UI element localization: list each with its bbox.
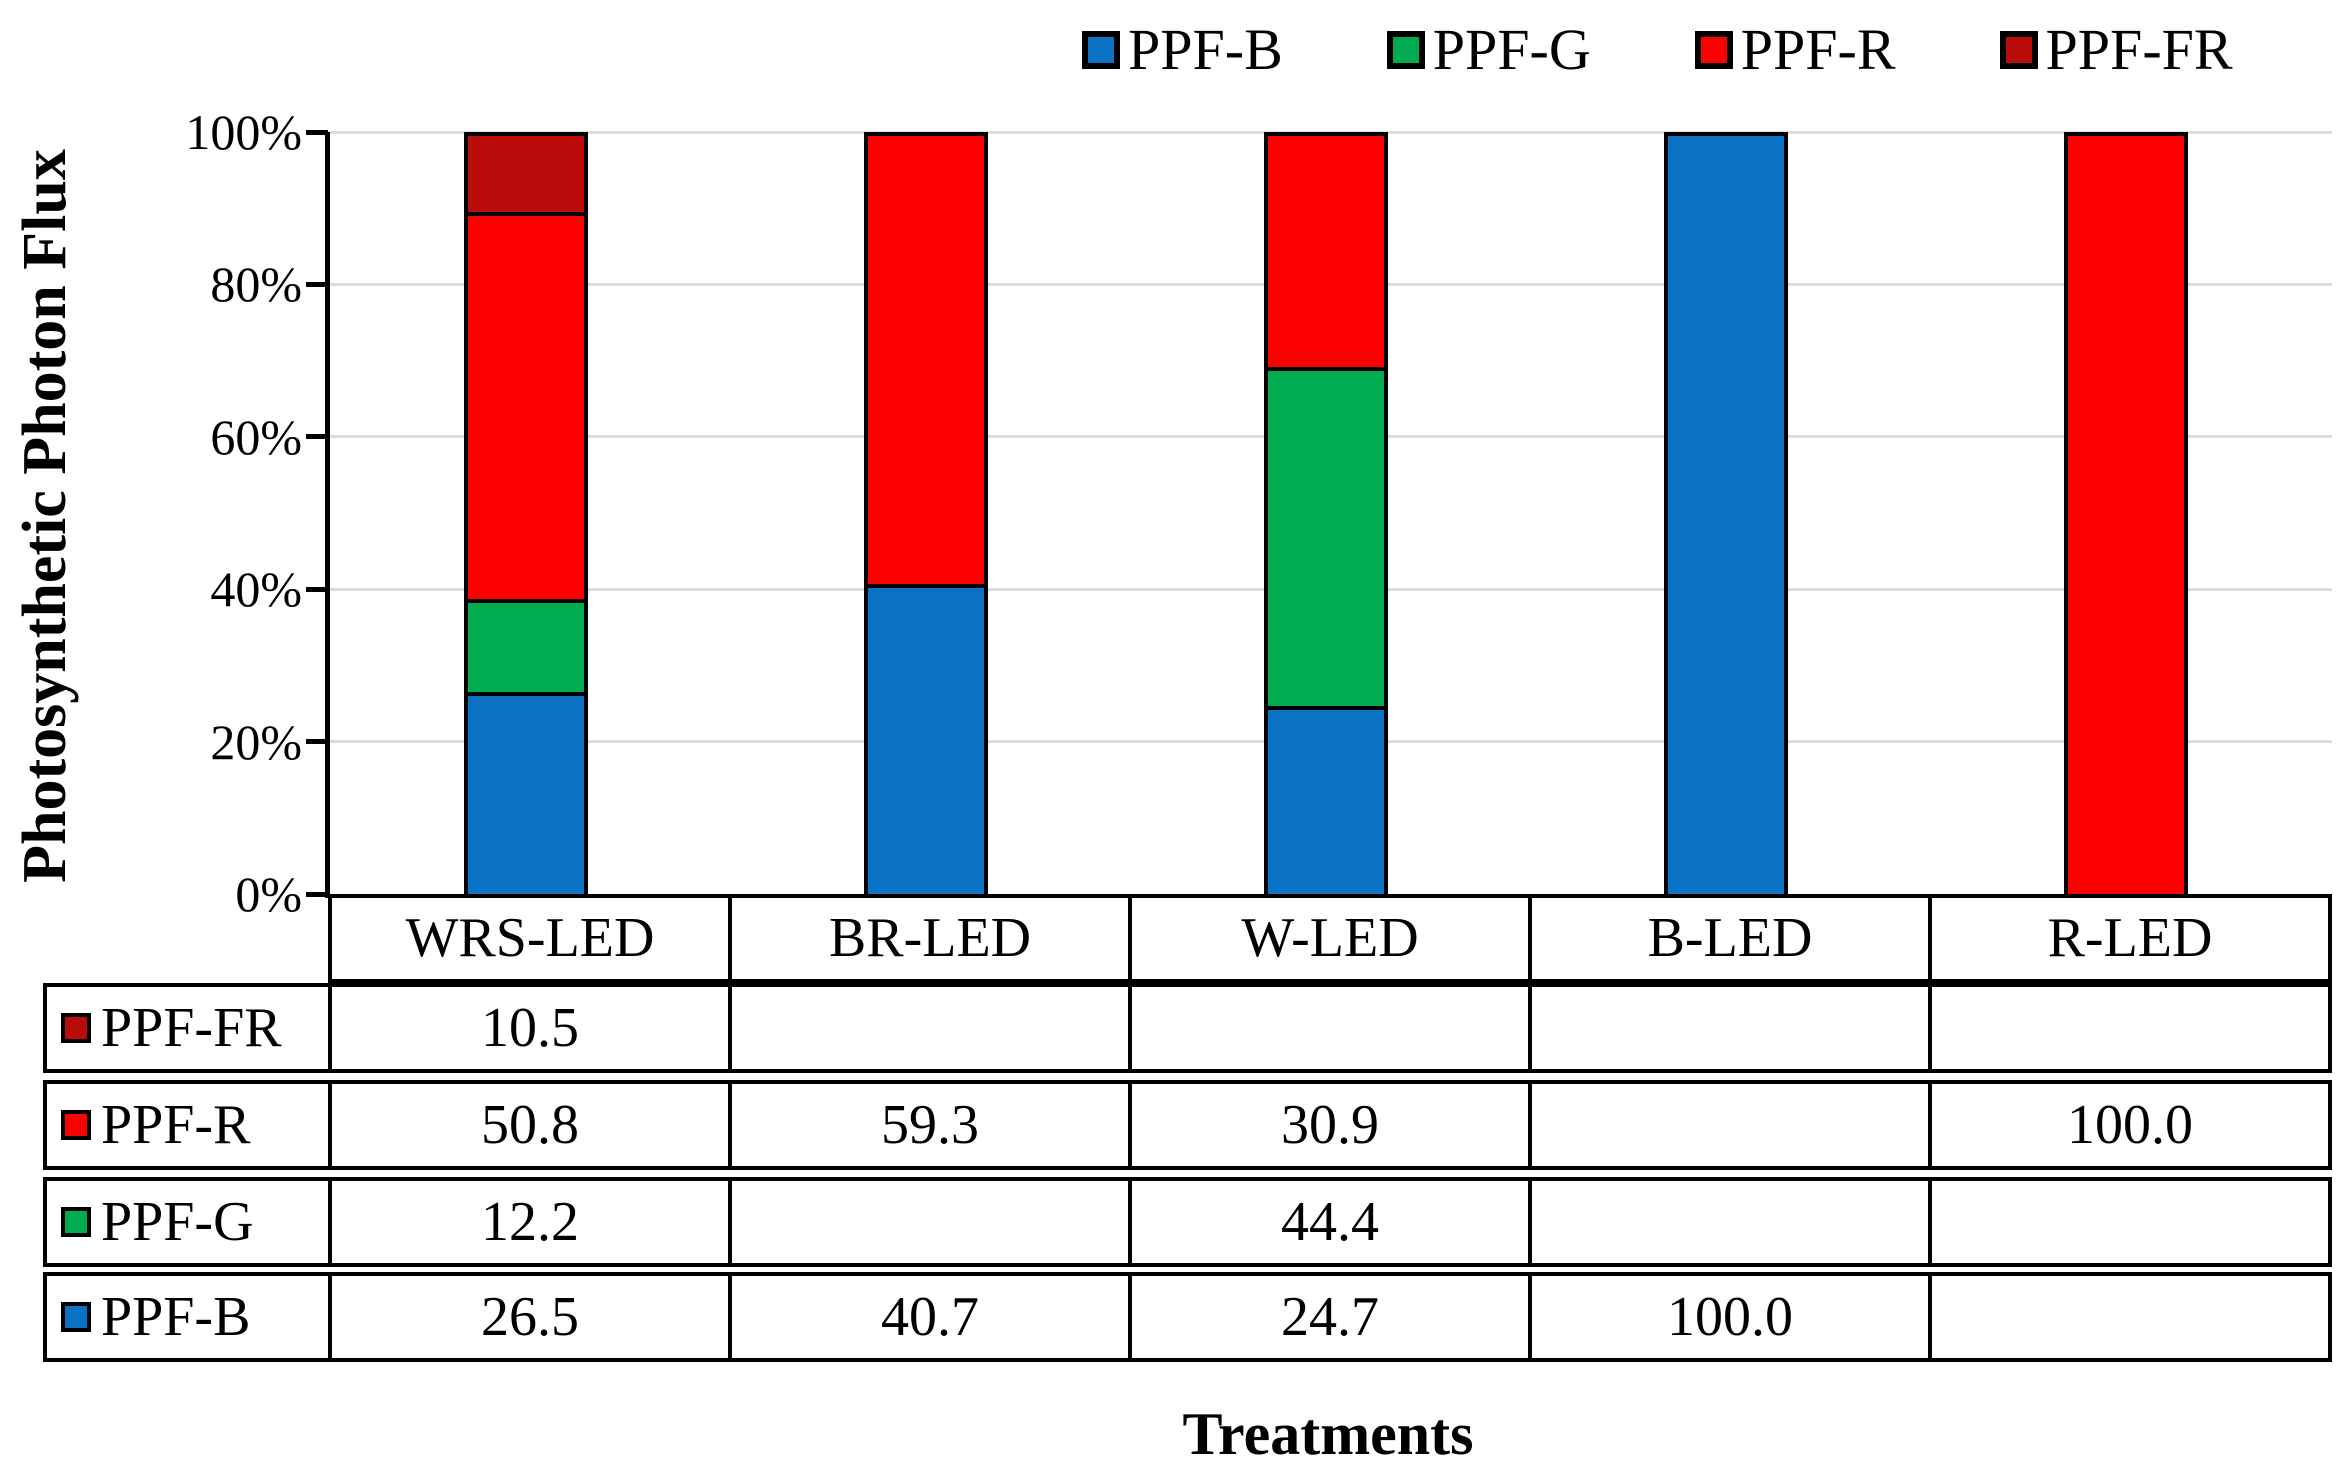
legend-key-ppf-fr-icon xyxy=(61,1013,91,1043)
table-value-cell xyxy=(1128,983,1532,1073)
legend-item-ppf-b: PPF-B xyxy=(1082,18,1283,82)
table-value-cell xyxy=(1928,1272,2332,1362)
table-value-cell: 44.4 xyxy=(1128,1177,1532,1267)
y-axis-tick-label: 100% xyxy=(185,104,302,160)
y-axis-title: Photosynthetic Photon Flux xyxy=(11,149,79,883)
table-value-cell xyxy=(1928,1177,2332,1267)
legend-item-ppf-r: PPF-R xyxy=(1694,17,1896,82)
y-axis-tick xyxy=(306,586,328,592)
bar-segment-ppf-fr-wrs-led xyxy=(464,132,588,216)
y-axis-tick-label: 40% xyxy=(210,561,302,618)
bar-segment-ppf-r-wrs-led xyxy=(464,212,588,604)
y-axis-tick xyxy=(306,129,328,135)
bar-segment-ppf-b-wrs-led xyxy=(464,692,588,898)
table-value-cell xyxy=(1528,983,1932,1073)
bar-segment-ppf-b-w-led xyxy=(1264,705,1388,898)
table-value-cell: 40.7 xyxy=(728,1272,1132,1362)
table-row: PPF-R 50.8 59.3 30.9 100.0 xyxy=(43,1080,2332,1170)
table-header-cell: R-LED xyxy=(1928,894,2332,983)
y-axis-tick-label: 0% xyxy=(235,866,302,922)
y-axis-tick-label: 20% xyxy=(210,713,302,770)
y-axis-tick xyxy=(306,434,328,440)
legend-label: PPF-G xyxy=(1432,17,1591,82)
table-value-cell: 100.0 xyxy=(1928,1080,2332,1170)
table-row: PPF-FR 10.5 xyxy=(43,983,2332,1073)
table-value-cell: 59.3 xyxy=(728,1080,1132,1170)
x-axis-title: Treatments xyxy=(1182,1401,1474,1467)
table-header-cell: BR-LED xyxy=(728,894,1132,983)
table-value-cell: 50.8 xyxy=(328,1080,732,1170)
table-row: PPF-G 12.2 44.4 xyxy=(43,1177,2332,1267)
table-header-cell: W-LED xyxy=(1128,894,1532,983)
y-axis-tick xyxy=(306,281,328,287)
table-header-cell: WRS-LED xyxy=(328,894,732,983)
table-row-label: PPF-B xyxy=(101,1286,251,1348)
legend-swatch-ppf-fr-icon xyxy=(1999,31,2038,69)
y-axis-tick xyxy=(306,891,328,897)
legend-item-ppf-fr: PPF-FR xyxy=(1999,17,2233,82)
table-value-cell: 10.5 xyxy=(328,983,732,1073)
table-row-label: PPF-R xyxy=(101,1094,251,1156)
bar-segment-ppf-g-w-led xyxy=(1264,367,1388,710)
legend-swatch-ppf-b-icon xyxy=(1082,31,1120,69)
bar-segment-ppf-r-w-led xyxy=(1264,132,1388,372)
table-value-cell xyxy=(1928,983,2332,1073)
y-axis-tick-label: 80% xyxy=(210,256,302,313)
table-value-cell xyxy=(1528,1080,1932,1170)
legend-label: PPF-R xyxy=(1740,17,1896,82)
table-row-label-cell: PPF-FR xyxy=(43,983,332,1073)
legend-swatch-ppf-r-icon xyxy=(1694,31,1733,69)
bar-segment-ppf-b-br-led xyxy=(864,583,988,898)
table-header-cell: B-LED xyxy=(1528,894,1932,983)
y-axis-line xyxy=(325,132,330,898)
table-row-label-cell: PPF-G xyxy=(43,1177,332,1267)
table-value-cell: 100.0 xyxy=(1528,1272,1932,1362)
bar-segment-ppf-g-wrs-led xyxy=(464,599,588,697)
table-value-cell: 12.2 xyxy=(328,1177,732,1267)
table-value-cell: 26.5 xyxy=(328,1272,732,1362)
table-value-cell xyxy=(728,1177,1132,1267)
table-row-label: PPF-FR xyxy=(101,997,282,1059)
table-value-cell: 30.9 xyxy=(1128,1080,1532,1170)
y-axis-tick xyxy=(306,739,328,745)
y-axis-tick-label: 60% xyxy=(210,408,302,465)
legend-key-ppf-g-icon xyxy=(61,1207,91,1237)
table-header-row: WRS-LED BR-LED W-LED B-LED R-LED xyxy=(328,894,2332,983)
legend-swatch-ppf-g-icon xyxy=(1386,31,1425,69)
table-row: PPF-B 26.5 40.7 24.7 100.0 xyxy=(43,1272,2332,1362)
legend-item-ppf-g: PPF-G xyxy=(1386,17,1591,82)
legend-key-ppf-r-icon xyxy=(61,1110,91,1140)
bar-segment-ppf-r-br-led xyxy=(864,132,988,588)
table-row-label: PPF-G xyxy=(101,1191,254,1253)
legend-label: PPF-FR xyxy=(2045,17,2233,82)
bar-segment-ppf-b-b-led xyxy=(1664,132,1788,898)
table-value-cell xyxy=(1528,1177,1932,1267)
table-value-cell: 24.7 xyxy=(1128,1272,1532,1362)
chart-legend: PPF-B PPF-G PPF-R PPF-FR xyxy=(1082,18,2233,82)
table-row-label-cell: PPF-R xyxy=(43,1080,332,1170)
bar-segment-ppf-r-r-led xyxy=(2064,132,2188,898)
legend-label: PPF-B xyxy=(1128,17,1283,82)
table-row-label-cell: PPF-B xyxy=(43,1272,332,1362)
legend-key-ppf-b-icon xyxy=(61,1302,91,1332)
table-value-cell xyxy=(728,983,1132,1073)
